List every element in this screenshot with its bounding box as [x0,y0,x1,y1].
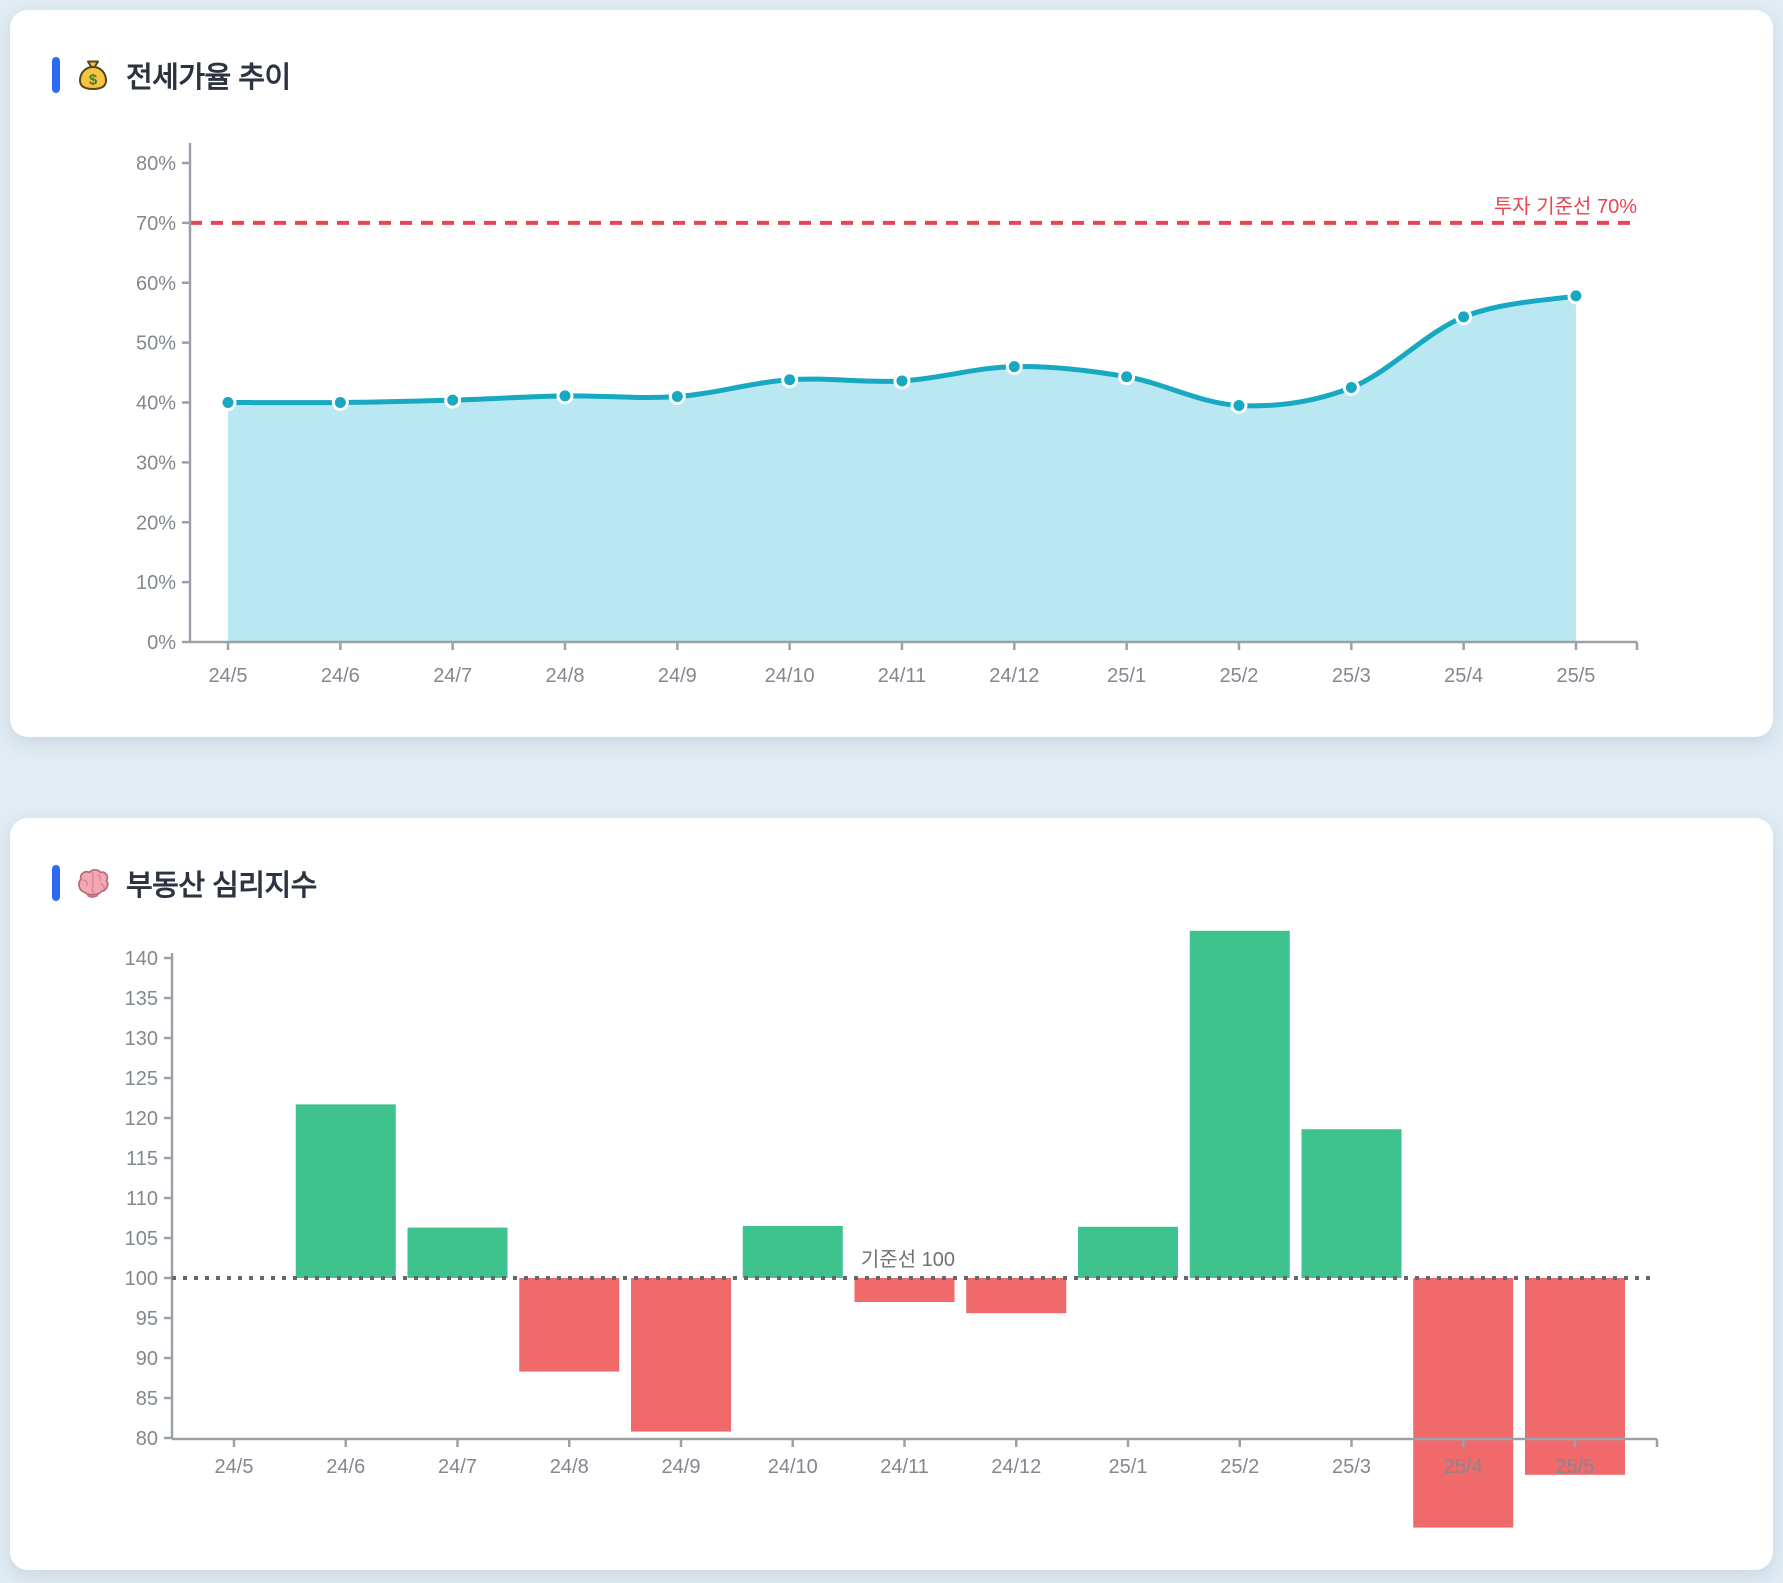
bar-24/10 [742,1226,843,1278]
svg-text:25/3: 25/3 [1332,665,1371,687]
svg-text:25/5: 25/5 [1556,1456,1595,1478]
svg-text:24/11: 24/11 [878,665,927,687]
svg-text:125: 125 [125,1068,158,1090]
svg-text:90: 90 [136,1348,158,1370]
tick-labels: 80 85 90 95 100 105 110 115 120 125 130 135 140 24/5 2… [125,948,1595,1478]
svg-text:30%: 30% [136,452,176,474]
jeonse-card-title: 전세가율 추이 [126,62,291,94]
svg-text:24/6: 24/6 [321,665,360,687]
svg-text:80%: 80% [136,153,176,175]
baseline-label: 기준선 100 [861,1248,955,1271]
axes [164,953,1659,1447]
sentiment-card-title: 부동산 심리지수 [126,870,317,902]
tick-labels: 0% 10% 20% 30% 40% 50% 60% 70% 80% 24/5 24/6 24/7 24… [136,153,1595,687]
svg-text:20%: 20% [136,512,176,534]
bar-24/12 [966,1278,1067,1314]
data-point-24/5 [222,397,234,408]
data-point-24/11 [896,375,908,387]
data-point-24/7 [447,394,459,406]
svg-text:10%: 10% [136,572,176,594]
data-point-25/5 [1570,290,1582,302]
svg-text:25/5: 25/5 [1556,665,1595,687]
svg-text:25/4: 25/4 [1444,1456,1483,1478]
svg-text:0%: 0% [147,632,176,654]
svg-text:24/7: 24/7 [433,665,472,687]
svg-text:50%: 50% [136,333,176,355]
data-point-24/10 [784,374,796,386]
series-area [228,295,1576,642]
svg-text:60%: 60% [136,273,176,295]
svg-text:24/9: 24/9 [662,1456,701,1478]
title-accent-bar [52,865,60,901]
data-point-24/8 [559,390,571,402]
bar-24/6 [295,1104,396,1278]
svg-text:25/3: 25/3 [1332,1456,1371,1478]
title-accent-bar [52,57,60,93]
svg-text:135: 135 [125,988,158,1010]
data-point-25/4 [1458,311,1470,323]
bar-25/1 [1078,1226,1178,1278]
sentiment-card-header: 부동산 심리지수 [52,862,317,904]
svg-text:70%: 70% [136,213,176,235]
svg-text:115: 115 [126,1148,158,1170]
jeonse-card-header: $ 전세가율 추이 [52,54,291,96]
money-bag-icon: $ [74,56,112,94]
svg-text:130: 130 [125,1028,158,1050]
data-point-24/6 [334,397,346,408]
bar-24/9 [631,1278,731,1432]
sentiment-index-card: 부동산 심리지수 80 85 90 95 100 105 110 115 120 125 130 13… [10,818,1773,1570]
bar-25/3 [1301,1129,1402,1278]
bar-25/2 [1189,930,1290,1278]
svg-text:24/10: 24/10 [768,1456,818,1478]
axes [182,143,1639,650]
svg-text:25/1: 25/1 [1107,665,1146,687]
data-point-24/9 [671,391,683,403]
svg-text:24/12: 24/12 [989,665,1039,687]
svg-text:24/5: 24/5 [215,1456,254,1478]
svg-text:100: 100 [125,1268,158,1290]
investment-threshold-label: 투자 기준선 70% [1494,195,1637,218]
data-point-25/3 [1345,382,1357,394]
sentiment-index-bar-chart: 80 85 90 95 100 105 110 115 120 125 130 135 140 24/5 2… [125,930,1659,1528]
svg-text:25/1: 25/1 [1109,1456,1148,1478]
svg-text:$: $ [89,72,98,89]
svg-text:110: 110 [126,1188,158,1210]
svg-text:25/2: 25/2 [1220,1456,1259,1478]
bar-24/7 [407,1227,508,1278]
svg-text:95: 95 [136,1308,158,1330]
svg-text:24/8: 24/8 [550,1456,589,1478]
svg-text:85: 85 [136,1388,158,1410]
jeonse-ratio-line-chart: 투자 기준선 70% 0% 10% 20% 30% 40% 50% 60% 70% 80% 24/5… [136,143,1639,687]
svg-text:24/11: 24/11 [880,1456,929,1478]
svg-text:24/8: 24/8 [546,665,585,687]
svg-text:25/2: 25/2 [1220,665,1259,687]
svg-text:80: 80 [136,1428,158,1450]
svg-text:24/10: 24/10 [765,665,815,687]
bar-24/8 [519,1278,620,1372]
jeonse-ratio-card: $ 전세가율 추이 투자 기준선 70% 0% 10% 20% 30% 40% 50% 60%… [10,10,1773,737]
svg-text:140: 140 [125,948,158,970]
svg-text:105: 105 [125,1228,158,1250]
svg-text:40%: 40% [136,393,176,415]
svg-text:25/4: 25/4 [1444,665,1483,687]
bar-25/4 [1413,1278,1514,1528]
svg-text:24/6: 24/6 [326,1456,365,1478]
svg-text:24/5: 24/5 [209,665,248,687]
svg-text:24/9: 24/9 [658,665,697,687]
svg-text:24/12: 24/12 [991,1456,1041,1478]
svg-text:120: 120 [125,1108,158,1130]
data-point-25/2 [1233,399,1245,411]
data-point-25/1 [1121,371,1133,383]
svg-text:24/7: 24/7 [438,1456,477,1478]
brain-icon [74,864,112,902]
data-point-24/12 [1008,361,1020,373]
bar-24/11 [854,1278,955,1302]
